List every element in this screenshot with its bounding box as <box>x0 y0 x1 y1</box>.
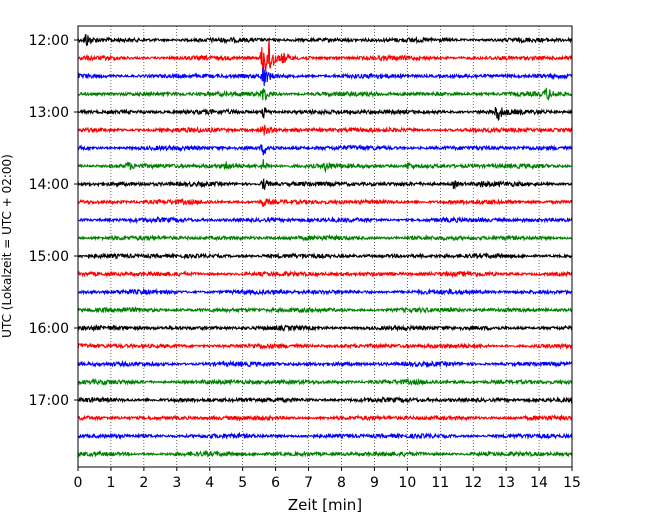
trace-1445 <box>77 234 573 242</box>
plot-frame <box>77 25 573 468</box>
x-axis-ticks: 0 1 2 3 4 5 6 7 8 9 10 11 12 13 14 15 <box>74 467 581 491</box>
x-tick-label: 5 <box>238 475 247 491</box>
x-tick-label: 0 <box>74 475 83 491</box>
trace-1745 <box>77 449 573 458</box>
trace-1345 <box>77 159 573 174</box>
y-tick-label: 16:00 <box>29 321 69 337</box>
x-tick-label: 15 <box>563 475 581 491</box>
trace-1615 <box>77 342 573 350</box>
x-tick-label: 12 <box>464 475 482 491</box>
x-tick-label: 4 <box>205 475 214 491</box>
trace-1245 <box>77 87 573 102</box>
y-tick-label: 13:00 <box>29 105 69 121</box>
x-tick-label: 10 <box>398 475 416 491</box>
x-tick-label: 14 <box>530 475 548 491</box>
trace-1400 <box>77 178 573 191</box>
y-tick-label: 12:00 <box>29 33 69 49</box>
trace-1515 <box>77 269 573 278</box>
trace-1645 <box>77 377 573 387</box>
x-tick-label: 11 <box>431 475 449 491</box>
trace-1415 <box>77 197 573 208</box>
x-tick-label: 7 <box>304 475 313 491</box>
y-axis-ticks: 12:00 13:00 14:00 15:00 16:00 17:00 <box>29 33 78 409</box>
y-tick-label: 17:00 <box>29 393 69 409</box>
y-tick-label: 14:00 <box>29 177 69 193</box>
trace-1230 <box>77 67 573 87</box>
x-axis-label: Zeit [min] <box>288 496 362 514</box>
x-tick-label: 6 <box>271 475 280 491</box>
trace-1730 <box>77 431 573 440</box>
x-tick-label: 3 <box>172 475 181 491</box>
x-tick-label: 9 <box>370 475 379 491</box>
y-axis-label: UTC (Lokalzeit = UTC + 02:00) <box>0 154 14 338</box>
x-tick-label: 8 <box>337 475 346 491</box>
x-tick-label: 2 <box>139 475 148 491</box>
trace-1300 <box>77 107 573 121</box>
trace-1200 <box>77 34 573 47</box>
trace-1430 <box>77 215 573 225</box>
trace-1600 <box>77 323 573 333</box>
x-tick-label: 13 <box>497 475 515 491</box>
x-tick-label: 1 <box>106 475 115 491</box>
seismic-traces <box>77 34 573 458</box>
trace-1545 <box>77 305 573 314</box>
trace-1715 <box>77 413 573 422</box>
trace-1315 <box>77 124 573 136</box>
trace-1500 <box>77 251 573 261</box>
trace-1530 <box>77 287 573 296</box>
trace-1630 <box>77 359 573 369</box>
y-tick-label: 15:00 <box>29 249 69 265</box>
trace-1330 <box>77 143 573 156</box>
trace-1700 <box>77 395 573 404</box>
trace-1215 <box>77 39 573 79</box>
